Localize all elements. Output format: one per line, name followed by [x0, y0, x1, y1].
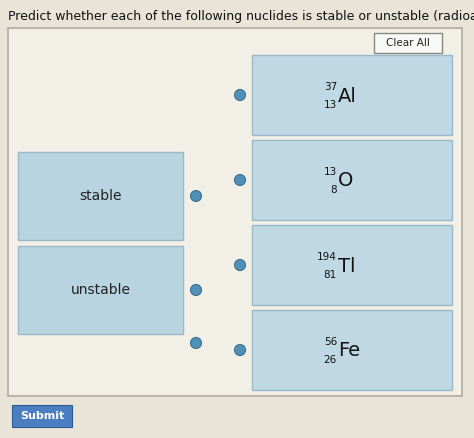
Text: O: O	[338, 172, 354, 191]
Text: Fe: Fe	[338, 342, 360, 360]
Bar	[252, 225, 452, 305]
Bar	[8, 28, 462, 396]
Text: 37: 37	[324, 82, 337, 92]
Bar	[252, 140, 452, 220]
Text: stable: stable	[79, 189, 122, 203]
Text: 194: 194	[317, 252, 337, 262]
Circle shape	[235, 89, 246, 100]
Circle shape	[191, 285, 201, 296]
Text: 8: 8	[330, 185, 337, 195]
Bar	[12, 405, 72, 427]
Bar	[18, 246, 183, 334]
Text: 13: 13	[324, 167, 337, 177]
Bar	[374, 33, 442, 53]
Circle shape	[191, 191, 201, 201]
Bar	[252, 310, 452, 390]
Text: 26: 26	[324, 355, 337, 365]
Circle shape	[235, 345, 246, 356]
Text: Tl: Tl	[338, 257, 356, 276]
Bar	[18, 152, 183, 240]
Circle shape	[191, 338, 201, 349]
Text: 81: 81	[324, 270, 337, 280]
Circle shape	[235, 174, 246, 186]
Text: Al: Al	[338, 86, 357, 106]
Text: Submit: Submit	[20, 411, 64, 421]
Text: Clear All: Clear All	[386, 38, 430, 48]
Text: Predict whether each of the following nuclides is stable or unstable (radioactiv: Predict whether each of the following nu…	[8, 10, 474, 23]
Text: unstable: unstable	[71, 283, 130, 297]
Bar	[252, 55, 452, 135]
Circle shape	[235, 259, 246, 271]
Text: 56: 56	[324, 337, 337, 347]
Text: 13: 13	[324, 100, 337, 110]
